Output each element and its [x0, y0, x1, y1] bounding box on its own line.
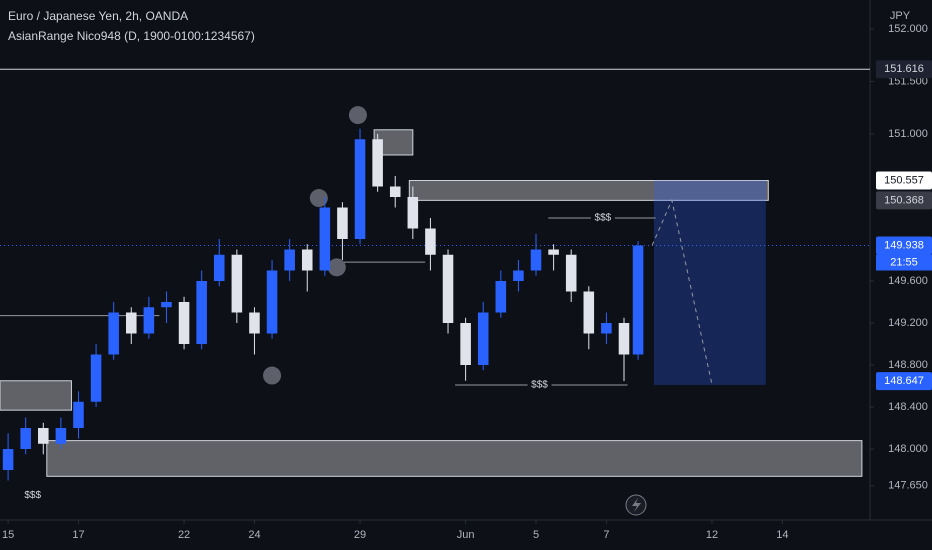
price-tag-label: 148.647: [884, 375, 924, 387]
indicator-label: AsianRange Nico948 (D, 1900-0100:1234567…: [8, 29, 255, 43]
candle-body: [337, 207, 348, 239]
y-tick-label: 149.600: [888, 275, 928, 287]
candle-body: [301, 249, 313, 271]
x-tick-label: 5: [533, 529, 539, 541]
lightning: [632, 498, 641, 512]
y-tick-label: 148.400: [888, 401, 928, 413]
liquidity-label: $$$: [531, 380, 548, 391]
zone: [46, 440, 863, 477]
x-tick-label: 24: [248, 529, 260, 541]
target-box: [653, 180, 766, 385]
swing-point: [327, 258, 346, 277]
price-tag-label: 149.938: [884, 239, 924, 251]
y-tick-label: 149.200: [888, 317, 928, 329]
candle-body: [55, 428, 67, 444]
candle-body: [231, 254, 243, 313]
candle-body: [601, 323, 612, 334]
zone: [408, 180, 769, 201]
price-tag-label: 150.557: [884, 174, 924, 186]
countdown-bg: [876, 254, 932, 271]
y-tick-label: 151.500: [888, 75, 928, 87]
liquidity-bg: [527, 378, 552, 391]
candle-body: [513, 270, 524, 282]
y-tick-label: 148.000: [888, 443, 928, 455]
candle-body: [565, 254, 577, 292]
candle-body: [354, 139, 366, 239]
candle-body: [38, 428, 49, 444]
liquidity-bg: [590, 211, 615, 224]
x-tick-label: 14: [776, 529, 788, 541]
candle-body: [548, 249, 559, 255]
swing-point: [309, 189, 328, 208]
currency: JPY: [890, 10, 911, 22]
candle-body: [530, 249, 542, 271]
candle-body: [266, 270, 278, 334]
candle-body: [284, 249, 295, 271]
candle-body: [425, 228, 436, 255]
x-tick-label: 17: [72, 529, 84, 541]
candle-body: [196, 281, 207, 345]
chart-title: Euro / Japanese Yen, 2h, OANDA: [8, 9, 188, 23]
price-tag: [876, 171, 932, 190]
x-tick-label: 29: [354, 529, 366, 541]
candle-body: [2, 449, 14, 471]
projection-path: [651, 198, 713, 383]
price-tag: [876, 191, 932, 210]
candle-body: [618, 323, 630, 355]
candle-body: [319, 207, 331, 271]
candle-body: [632, 245, 644, 355]
price-tag: [876, 60, 932, 79]
liquidity-bg: [20, 489, 45, 502]
candle-body: [372, 139, 383, 187]
candle-body: [460, 323, 471, 366]
plot: $$$ $$$ $$$: [0, 68, 870, 502]
candle-body: [389, 186, 401, 197]
swing-point: [348, 106, 367, 125]
swing-point: [263, 366, 282, 385]
candle-body: [583, 291, 595, 334]
y-tick-label: 147.650: [888, 480, 928, 492]
x-tick-label: 7: [603, 529, 609, 541]
zone: [0, 380, 72, 411]
candle-body: [442, 254, 454, 324]
y-tick-label: 148.800: [888, 359, 928, 371]
candle-body: [73, 401, 84, 429]
price-tag-label: 150.368: [884, 194, 924, 206]
liquidity-label: $$$: [595, 213, 612, 224]
countdown: 21:55: [890, 256, 918, 268]
candle-body: [143, 307, 155, 334]
y-tick-label: 152.000: [888, 23, 928, 35]
liquidity-label: $$$: [24, 490, 41, 501]
candle-body: [213, 254, 225, 282]
candle-body: [407, 196, 419, 229]
x-tick-label: Jun: [457, 529, 475, 541]
candle-body: [495, 281, 507, 313]
candle-body: [20, 428, 31, 450]
candle-body: [90, 354, 102, 402]
candle-body: [161, 302, 172, 308]
x-tick-label: 15: [2, 529, 14, 541]
price-tag: [876, 236, 932, 255]
candle-body: [249, 312, 260, 334]
candle-body: [125, 312, 137, 334]
x-tick-label: 12: [706, 529, 718, 541]
price-tag: [876, 372, 932, 391]
x-tick-label: 22: [178, 529, 190, 541]
candle-body: [108, 312, 119, 355]
candle-body: [178, 302, 190, 345]
price-tag-label: 151.616: [884, 63, 924, 75]
candle-body: [477, 312, 489, 366]
y-tick-label: 151.000: [888, 128, 928, 140]
